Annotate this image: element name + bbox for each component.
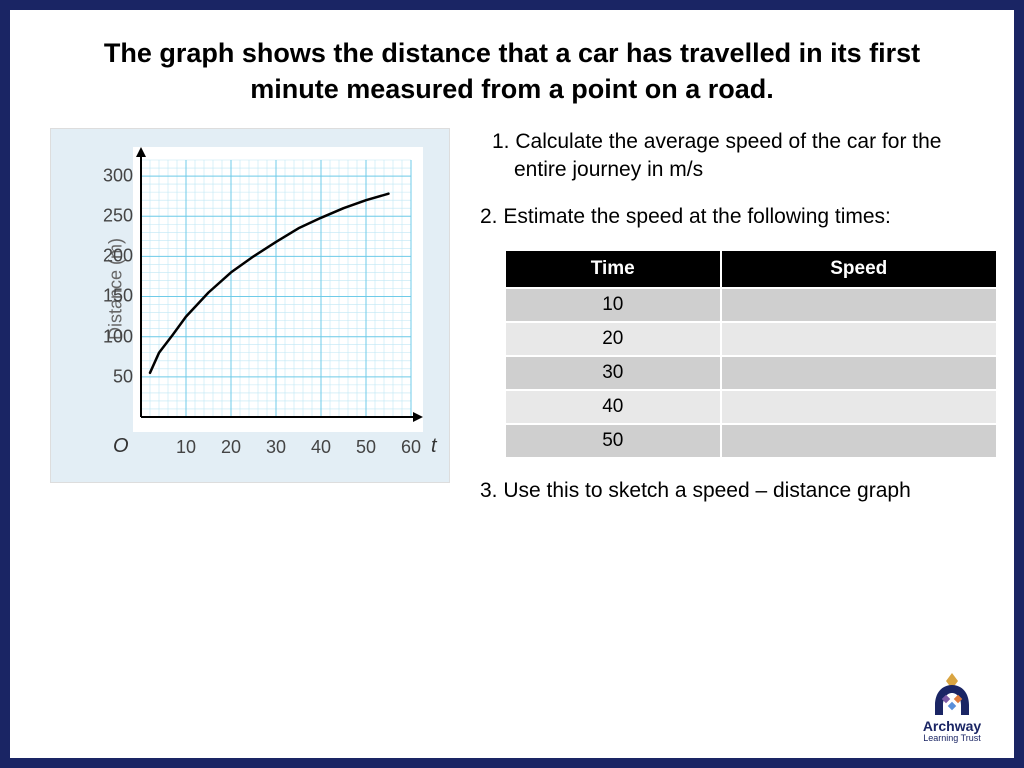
x-tick-label: 60: [401, 437, 421, 458]
time-cell: 30: [505, 356, 721, 390]
question-text: Use this to sketch a speed – distance gr…: [503, 479, 910, 502]
y-tick-label: 50: [113, 366, 133, 387]
logo-text-2: Learning Trust: [912, 733, 992, 744]
x-axis-variable: t: [431, 435, 437, 458]
table-row: 40: [505, 390, 997, 424]
speed-cell: [721, 390, 997, 424]
speed-cell: [721, 288, 997, 322]
archway-logo: Archway Learning Trust: [912, 671, 992, 744]
time-cell: 40: [505, 390, 721, 424]
table-row: 50: [505, 424, 997, 458]
table-row: 10: [505, 288, 997, 322]
speed-cell: [721, 356, 997, 390]
arch-icon: [925, 671, 979, 717]
logo-text-1: Archway: [912, 719, 992, 733]
x-tick-label: 10: [176, 437, 196, 458]
x-tick-label: 20: [221, 437, 241, 458]
speed-table: Time Speed 1020304050: [504, 249, 998, 459]
table-header-speed: Speed: [721, 250, 997, 288]
question-1: 1. Calculate the average speed of the ca…: [480, 128, 974, 185]
question-number: 1.: [492, 130, 510, 153]
y-tick-label: 250: [103, 206, 133, 227]
y-tick-label: 100: [103, 326, 133, 347]
speed-cell: [721, 424, 997, 458]
question-2: 2. Estimate the speed at the following t…: [480, 203, 974, 231]
x-tick-label: 30: [266, 437, 286, 458]
y-tick-label: 200: [103, 246, 133, 267]
page-title: The graph shows the distance that a car …: [70, 35, 954, 108]
x-tick-label: 40: [311, 437, 331, 458]
distance-time-chart: Distance (m) O t 50100150200250300 10203…: [50, 128, 450, 483]
time-cell: 50: [505, 424, 721, 458]
time-cell: 20: [505, 322, 721, 356]
question-number: 3.: [480, 479, 498, 502]
y-tick-label: 150: [103, 286, 133, 307]
time-cell: 10: [505, 288, 721, 322]
question-text: Calculate the average speed of the car f…: [514, 130, 941, 181]
table-header-time: Time: [505, 250, 721, 288]
question-3: 3. Use this to sketch a speed – distance…: [480, 477, 974, 505]
chart-grid: [133, 147, 423, 432]
question-text: Estimate the speed at the following time…: [503, 205, 891, 228]
x-tick-label: 50: [356, 437, 376, 458]
speed-cell: [721, 322, 997, 356]
y-tick-label: 300: [103, 165, 133, 186]
table-row: 30: [505, 356, 997, 390]
table-row: 20: [505, 322, 997, 356]
origin-label: O: [113, 435, 129, 458]
question-number: 2.: [480, 205, 498, 228]
